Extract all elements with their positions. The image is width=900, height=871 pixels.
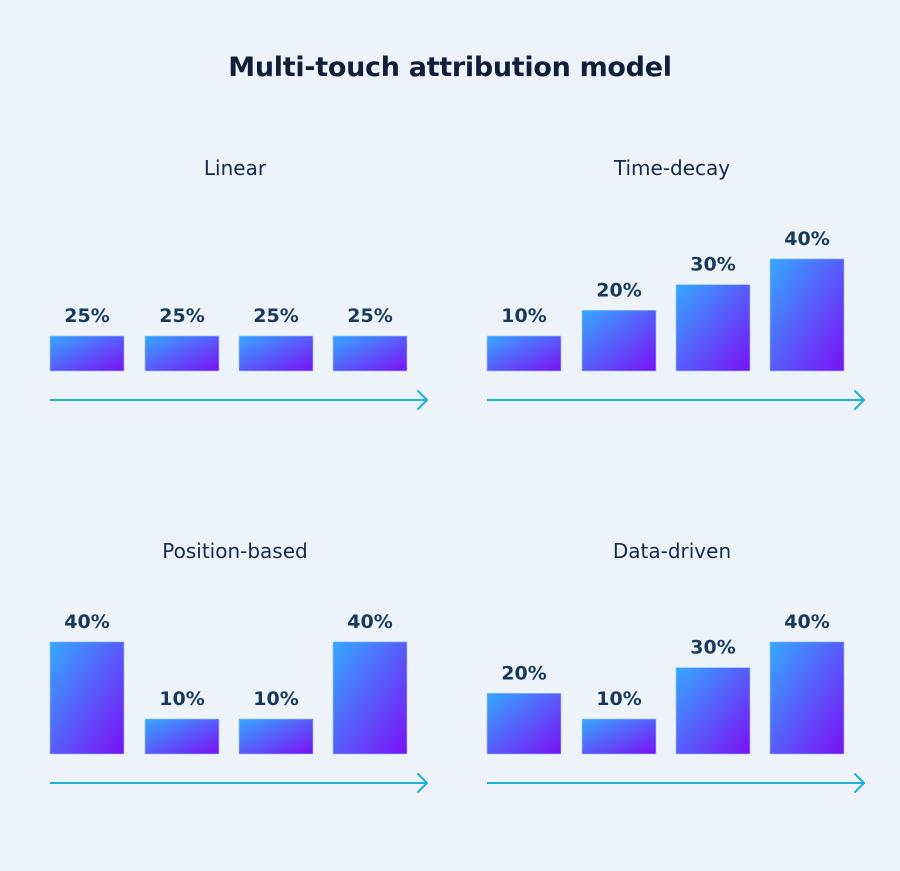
bar bbox=[144, 335, 220, 372]
bar bbox=[238, 335, 314, 372]
bar bbox=[332, 641, 408, 755]
panel-position-based: Position-based 40% 10% 10% 40% bbox=[49, 539, 428, 793]
data-label: 25% bbox=[159, 305, 204, 327]
bar bbox=[486, 335, 562, 372]
bar bbox=[49, 335, 125, 372]
data-label: 40% bbox=[64, 611, 109, 633]
panel-title: Linear bbox=[204, 156, 267, 180]
bar bbox=[581, 309, 657, 372]
data-label: 25% bbox=[253, 305, 298, 327]
data-label: 25% bbox=[347, 305, 392, 327]
data-label: 40% bbox=[347, 611, 392, 633]
data-label: 20% bbox=[596, 279, 641, 301]
data-label: 25% bbox=[64, 305, 109, 327]
data-label: 30% bbox=[690, 637, 735, 659]
data-label: 40% bbox=[784, 228, 829, 250]
bar bbox=[332, 335, 408, 372]
bar bbox=[581, 718, 657, 755]
data-label: 20% bbox=[501, 662, 546, 684]
panel-time-decay: Time-decay 10% 20% 30% 40% bbox=[486, 156, 865, 410]
bar bbox=[675, 667, 751, 755]
arrowhead-icon bbox=[854, 390, 865, 410]
arrowhead-icon bbox=[417, 390, 428, 410]
bar bbox=[769, 258, 845, 372]
panel-title: Data-driven bbox=[613, 539, 731, 563]
bar bbox=[769, 641, 845, 755]
bar bbox=[144, 718, 220, 755]
data-label: 10% bbox=[159, 688, 204, 710]
chart-title: Multi-touch attribution model bbox=[228, 52, 672, 83]
data-label: 30% bbox=[690, 254, 735, 276]
panel-linear: Linear 25% 25% 25% 25% bbox=[49, 156, 428, 410]
data-label: 10% bbox=[253, 688, 298, 710]
data-label: 10% bbox=[596, 688, 641, 710]
panel-title: Time-decay bbox=[613, 156, 730, 180]
bar bbox=[486, 692, 562, 755]
panel-data-driven: Data-driven 20% 10% 30% 40% bbox=[486, 539, 865, 793]
data-label: 40% bbox=[784, 611, 829, 633]
bar bbox=[49, 641, 125, 755]
arrowhead-icon bbox=[417, 773, 428, 793]
bar bbox=[675, 284, 751, 372]
data-label: 10% bbox=[501, 305, 546, 327]
panel-title: Position-based bbox=[162, 539, 307, 563]
arrowhead-icon bbox=[854, 773, 865, 793]
bar bbox=[238, 718, 314, 755]
